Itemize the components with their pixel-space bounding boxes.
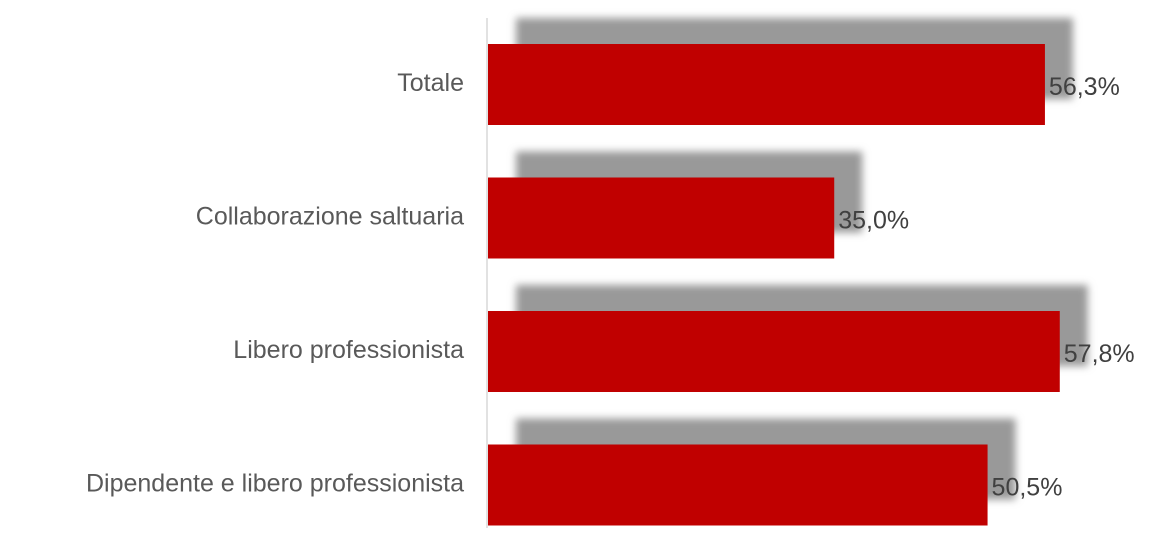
category-label: Dipendente e libero professionista: [86, 470, 464, 498]
bar: [488, 44, 1045, 125]
category-label: Collaborazione saltuaria: [196, 203, 464, 231]
data-label: 57,8%: [1064, 340, 1135, 368]
bar: [488, 311, 1060, 392]
data-label: 56,3%: [1049, 73, 1120, 101]
bar: [488, 177, 835, 259]
bar: [488, 444, 988, 526]
category-labels: Totale Collaborazione saltuaria Libero pro…: [86, 69, 464, 498]
bars: [488, 44, 1060, 526]
category-label: Libero professionista: [233, 336, 464, 364]
data-label: 35,0%: [838, 207, 909, 235]
data-label: 50,5%: [992, 474, 1063, 502]
value-labels: 56,3% 35,0% 57,8% 50,5%: [838, 73, 1134, 502]
category-label: Totale: [397, 69, 464, 97]
